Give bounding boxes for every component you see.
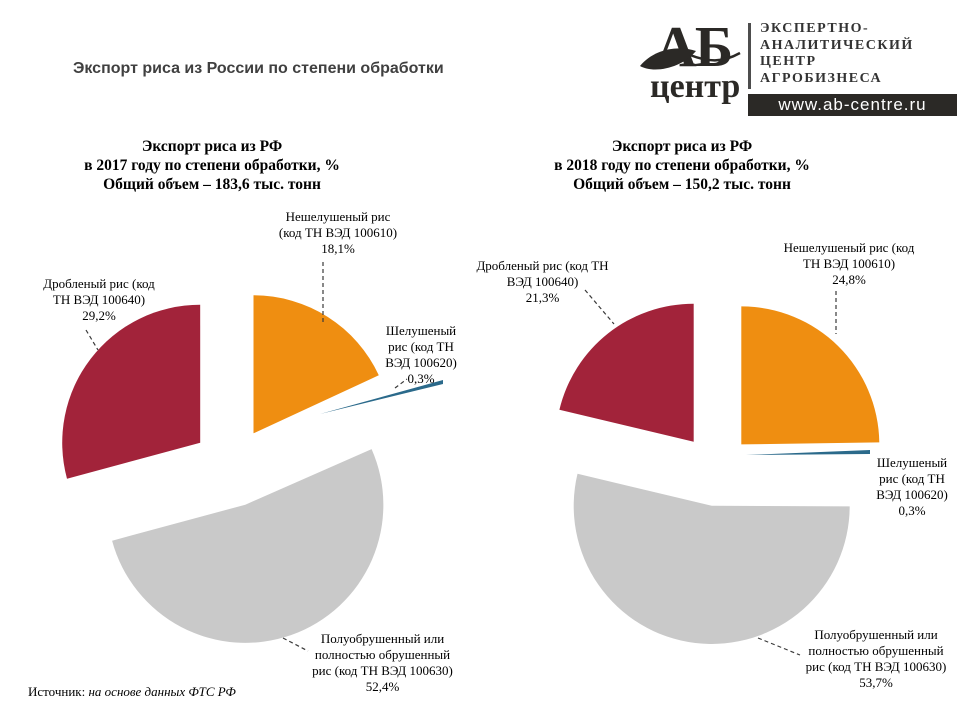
callout-2017-husked-rice: Шелушеный рис (код ТН ВЭД 100620) 0,3% <box>385 323 457 386</box>
pie-2017-slice-3 <box>62 304 201 479</box>
callout-2018-husked-rice: Шелушеный рис (код ТН ВЭД 100620) 0,3% <box>876 455 948 518</box>
chart-title-2018: Экспорт риса из РФ в 2018 году по степен… <box>554 138 810 193</box>
pie-2017-slice-0 <box>253 295 379 434</box>
pie-2018-slice-0 <box>741 306 880 445</box>
callout-2017-broken-rice: Дробленый рис (код ТН ВЭД 100640) 29,2% <box>43 276 155 323</box>
pie-2018-leader-line-2 <box>757 637 801 656</box>
logo-divider <box>748 23 751 89</box>
chart-title-2017: Экспорт риса из РФ в 2017 году по степен… <box>84 138 340 193</box>
source-line: Источник: на основе данных ФТС РФ <box>28 684 236 700</box>
logo-org-name: ЭКСПЕРТНО- АНАЛИТИЧЕСКИЙ ЦЕНТР АГРОБИЗНЕ… <box>760 21 914 87</box>
logo-website-badge: www.ab-centre.ru <box>748 94 957 116</box>
ab-centre-logo: АБ центр ЭКСПЕРТНО- АНАЛИТИЧЕСКИЙ ЦЕНТР … <box>638 12 958 120</box>
callout-2018-unmilled-rice: Нешелушеный рис (код ТН ВЭД 100610) 24,8… <box>783 240 915 287</box>
source-text: на основе данных ФТС РФ <box>88 684 236 699</box>
callout-2017-unmilled-rice: Нешелушеный рис (код ТН ВЭД 100610) 18,1… <box>278 209 398 256</box>
leaf-icon <box>640 48 741 70</box>
pie-2018-slice-3 <box>559 303 694 442</box>
pie-2017-leader-line-0 <box>85 329 99 351</box>
pie-2018-slice-1 <box>746 450 870 455</box>
pie-2018-slice-2 <box>573 473 850 644</box>
callout-2018-milled-rice: Полуобрушенный или полностью обрушенный … <box>805 627 947 690</box>
logo-subtitle: центр <box>650 68 741 105</box>
callout-2018-broken-rice: Дробленый рис (код ТН ВЭД 100640) 21,3% <box>476 258 609 305</box>
callout-2017-milled-rice: Полуобрушенный или полностью обрушенный … <box>312 631 453 694</box>
logo-org-line: АНАЛИТИЧЕСКИЙ <box>760 37 914 53</box>
source-label: Источник: <box>28 684 86 699</box>
page-title: Экспорт риса из России по степени обрабо… <box>73 60 444 77</box>
logo-org-line: АГРОБИЗНЕСА <box>760 70 883 86</box>
pie-2017-slice-2 <box>112 449 384 643</box>
logo-org-line: ЦЕНТР <box>760 54 817 69</box>
logo-org-line: ЭКСПЕРТНО- <box>760 21 870 36</box>
